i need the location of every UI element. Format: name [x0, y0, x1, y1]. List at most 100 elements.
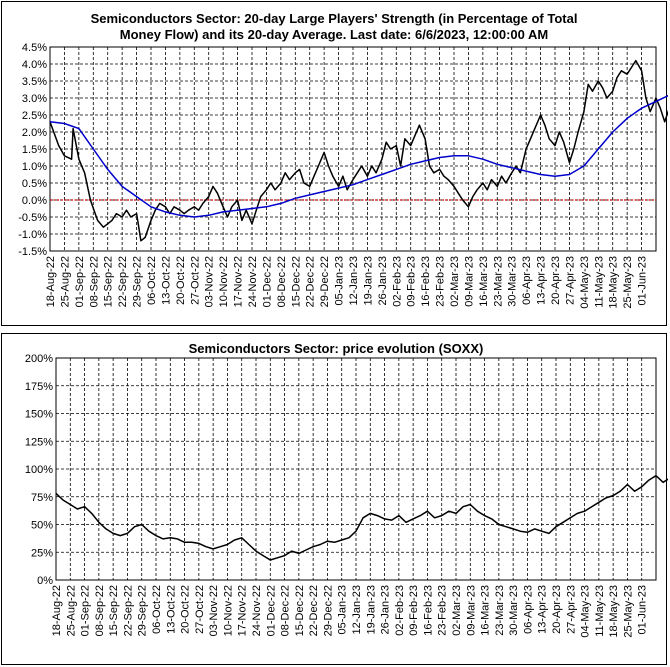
y-tick-label: 0.5%: [22, 178, 47, 190]
x-tick-label: 15-Sep-22: [108, 585, 120, 636]
price-evolution-chart: Semiconductors Sector: price evolution (…: [25, 341, 668, 638]
y-tick-label: -0.5%: [18, 212, 47, 224]
x-tick-label: 09-Feb-23: [406, 256, 418, 307]
x-tick-label: 20-Apr-23: [551, 585, 563, 634]
x-tick-label: 22-Sep-22: [117, 256, 129, 307]
x-tick-label: 03-Nov-22: [204, 256, 216, 307]
x-tick-label: 27-Apr-23: [565, 585, 577, 634]
x-tick-label: 16-Feb-23: [420, 256, 432, 307]
chart-title: Semiconductors Sector: price evolution (…: [189, 341, 484, 356]
x-tick-label: 23-Feb-23: [435, 256, 447, 307]
y-tick-label: 0%: [37, 575, 53, 587]
series-line-0: [55, 474, 668, 561]
y-tick-label: 4.0%: [22, 59, 47, 71]
y-tick-label: -1.0%: [18, 229, 47, 241]
x-tick-label: 23-Feb-23: [437, 585, 449, 636]
x-tick-label: 22-Dec-22: [308, 585, 320, 636]
x-tick-label: 15-Dec-22: [290, 256, 302, 307]
x-tick-label: 26-Jan-23: [377, 256, 389, 306]
x-tick-label: 19-Jan-23: [362, 256, 374, 306]
x-tick-label: 05-Jan-23: [337, 585, 349, 635]
y-tick-label: 2.0%: [22, 127, 47, 139]
x-tick-label: 03-Nov-22: [208, 585, 220, 636]
y-tick-label: 3.0%: [22, 93, 47, 105]
x-tick-label: 26-Jan-23: [380, 585, 392, 635]
x-tick-label: 01-Dec-22: [261, 256, 273, 307]
x-tick-label: 15-Dec-22: [294, 585, 306, 636]
x-tick-label: 17-Nov-22: [237, 585, 249, 636]
x-tick-label: 22-Dec-22: [305, 256, 317, 307]
x-tick-label: 20-Oct-22: [180, 585, 192, 634]
x-tick-label: 08-Dec-22: [280, 585, 292, 636]
chart-title-line-2: Money Flow) and its 20-day Average. Last…: [120, 27, 548, 42]
x-tick-label: 10-Nov-22: [218, 256, 230, 307]
x-tick-label: 20-Oct-22: [175, 256, 187, 305]
x-tick-label: 18-Aug-22: [45, 256, 57, 307]
x-tick-label: 01-Jun-23: [637, 256, 649, 306]
x-tick-label: 17-Nov-22: [233, 256, 245, 307]
x-tick-label: 05-Jan-23: [334, 256, 346, 306]
x-tick-label: 02-Feb-23: [391, 256, 403, 307]
y-tick-label: -1.5%: [18, 246, 47, 258]
x-tick-label: 22-Sep-22: [122, 585, 134, 636]
x-tick-label: 13-Apr-23: [536, 256, 548, 305]
x-tick-label: 23-Mar-23: [492, 256, 504, 307]
x-tick-label: 01-Dec-22: [265, 585, 277, 636]
large-players-strength-chart-panel: Semiconductors Sector: 20-day Large Play…: [1, 1, 668, 326]
x-tick-label: 25-Aug-22: [59, 256, 71, 307]
x-tick-label: 25-May-23: [622, 256, 634, 309]
x-tick-label: 10-Nov-22: [222, 585, 234, 636]
x-tick-label: 29-Sep-22: [137, 585, 149, 636]
y-tick-label: 200%: [25, 353, 53, 365]
x-tick-label: 23-Mar-23: [494, 585, 506, 636]
x-tick-label: 18-Aug-22: [51, 585, 63, 636]
x-tick-label: 29-Sep-22: [132, 256, 144, 307]
x-tick-label: 13-Oct-22: [160, 256, 172, 305]
x-tick-label: 24-Nov-22: [251, 585, 263, 636]
x-tick-label: 29-Dec-22: [322, 585, 334, 636]
x-tick-label: 30-Mar-23: [508, 585, 520, 636]
x-tick-label: 16-Mar-23: [480, 585, 492, 636]
x-tick-label: 19-Jan-23: [365, 585, 377, 635]
x-tick-label: 12-Jan-23: [348, 256, 360, 306]
x-tick-label: 09-Mar-23: [463, 256, 475, 307]
x-tick-label: 01-Sep-22: [80, 585, 92, 636]
x-tick-label: 27-Apr-23: [564, 256, 576, 305]
large-players-strength-chart: Semiconductors Sector: 20-day Large Play…: [18, 11, 668, 309]
x-tick-label: 06-Apr-23: [521, 256, 533, 305]
y-tick-label: 1.5%: [22, 144, 47, 156]
x-tick-label: 18-May-23: [608, 585, 620, 638]
chart-title-line-1: Semiconductors Sector: 20-day Large Play…: [91, 11, 578, 26]
y-tick-label: 0.0%: [22, 195, 47, 207]
x-tick-label: 06-Oct-22: [146, 256, 158, 305]
x-tick-label: 01-Jun-23: [637, 585, 649, 635]
series-line-0: [49, 59, 668, 242]
x-tick-label: 30-Mar-23: [507, 256, 519, 307]
x-tick-label: 16-Feb-23: [422, 585, 434, 636]
x-tick-label: 04-May-23: [580, 585, 592, 638]
y-tick-label: 3.5%: [22, 76, 47, 88]
x-tick-label: 06-Apr-23: [522, 585, 534, 634]
x-tick-label: 25-Aug-22: [65, 585, 77, 636]
y-tick-label: 125%: [25, 436, 53, 448]
x-tick-label: 08-Sep-22: [94, 585, 106, 636]
y-tick-label: 150%: [25, 409, 53, 421]
x-tick-label: 02-Feb-23: [394, 585, 406, 636]
x-tick-label: 15-Sep-22: [103, 256, 115, 307]
x-tick-label: 02-Mar-23: [449, 256, 461, 307]
x-tick-label: 27-Oct-22: [189, 256, 201, 305]
x-tick-label: 04-May-23: [579, 256, 591, 309]
y-tick-label: 75%: [31, 492, 53, 504]
x-tick-label: 27-Oct-22: [194, 585, 206, 634]
x-tick-label: 08-Dec-22: [276, 256, 288, 307]
x-tick-label: 25-May-23: [622, 585, 634, 638]
x-tick-label: 24-Nov-22: [247, 256, 259, 307]
x-tick-label: 20-Apr-23: [550, 256, 562, 305]
price-evolution-chart-panel: Semiconductors Sector: price evolution (…: [1, 333, 668, 665]
y-tick-label: 175%: [25, 381, 53, 393]
y-tick-label: 4.5%: [22, 42, 47, 54]
x-tick-label: 18-May-23: [608, 256, 620, 309]
x-tick-label: 29-Dec-22: [319, 256, 331, 307]
x-tick-label: 08-Sep-22: [88, 256, 100, 307]
series-line-1: [49, 94, 668, 218]
